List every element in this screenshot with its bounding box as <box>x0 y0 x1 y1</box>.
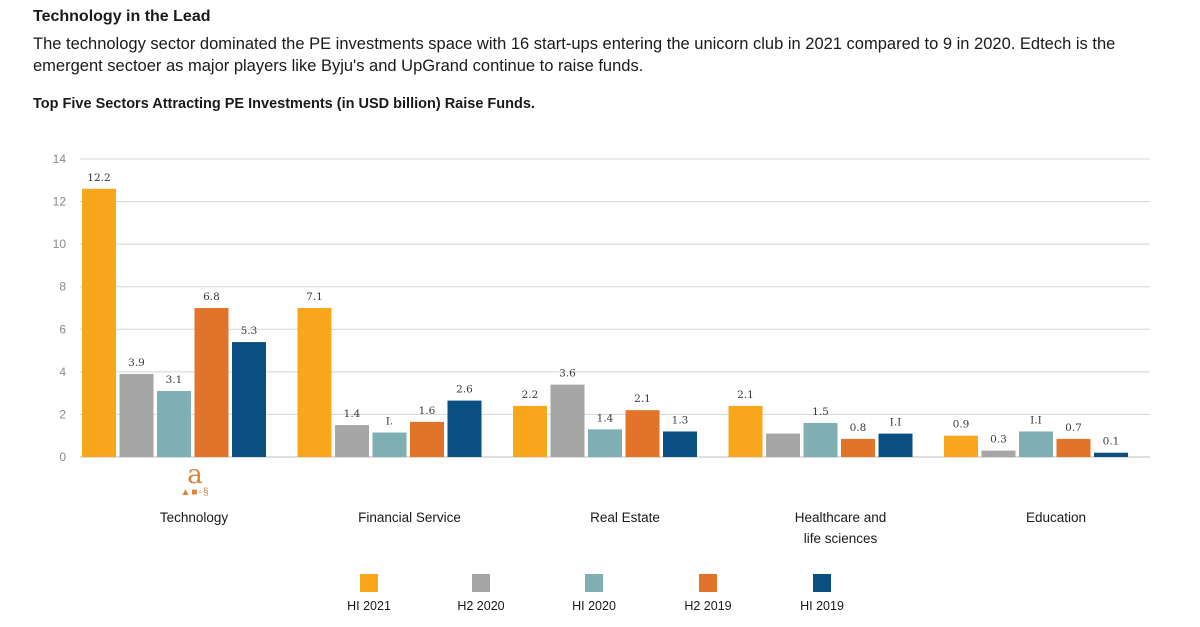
section-heading: Technology in the Lead <box>33 8 211 25</box>
data-label: 1.3 <box>672 414 689 426</box>
data-label: 6.8 <box>203 291 220 303</box>
data-label: 1.4 <box>344 408 361 420</box>
legend-label: HI 2020 <box>572 599 616 613</box>
legend-swatch <box>699 574 717 592</box>
y-tick-label: 0 <box>59 450 66 464</box>
legend-swatch <box>472 574 490 592</box>
bar <box>944 435 978 457</box>
bar <box>372 432 407 457</box>
bar <box>1056 438 1091 457</box>
bar <box>766 433 800 457</box>
bar <box>232 342 266 457</box>
bar <box>1094 452 1128 457</box>
legend-label: HI 2021 <box>347 599 391 613</box>
bar <box>297 308 332 457</box>
data-label: 1.4 <box>597 412 614 424</box>
legend-label: HI 2019 <box>800 599 844 613</box>
data-label: 12.2 <box>87 172 110 184</box>
data-label: 2.6 <box>456 384 473 396</box>
x-category-label: Education <box>1026 510 1086 525</box>
data-label: 7.1 <box>306 291 323 303</box>
bar <box>803 422 838 457</box>
bar <box>82 188 116 458</box>
data-label: 5.3 <box>241 325 258 337</box>
data-label: 1.5 <box>812 406 829 418</box>
y-tick-label: 6 <box>59 322 66 336</box>
chart-title: Top Five Sectors Attracting PE Investmen… <box>33 96 535 112</box>
x-category-label: Technology <box>160 510 229 525</box>
data-label: 0.8 <box>850 422 867 434</box>
bar <box>841 438 875 457</box>
bar <box>335 425 369 457</box>
data-label: 0.1 <box>1103 436 1120 448</box>
legend-swatch <box>813 574 831 592</box>
data-label: 3.9 <box>128 357 145 369</box>
y-tick-label: 14 <box>53 152 67 166</box>
data-label: 3.6 <box>559 368 576 380</box>
legend-swatch <box>360 574 378 592</box>
x-category-label: Financial Service <box>358 510 461 525</box>
bar <box>550 384 585 457</box>
data-label: I.I <box>890 417 902 429</box>
bar <box>513 405 547 457</box>
data-label: 0.3 <box>990 434 1007 446</box>
bar <box>1019 431 1053 457</box>
legend-label: H2 2020 <box>457 599 504 613</box>
data-label: 2.2 <box>522 389 539 401</box>
legend-swatch <box>585 574 603 592</box>
bar <box>157 391 191 457</box>
bar <box>410 421 444 457</box>
y-tick-label: 12 <box>53 195 67 209</box>
data-label: 0.9 <box>953 419 970 431</box>
y-tick-label: 10 <box>53 237 67 251</box>
intro-paragraph: The technology sector dominated the PE i… <box>33 35 1116 75</box>
bar <box>981 450 1016 457</box>
data-label: 1.6 <box>419 405 436 417</box>
data-label: 3.1 <box>166 374 183 386</box>
bar <box>447 400 482 457</box>
bar <box>625 410 660 457</box>
y-tick-label: 8 <box>59 280 66 294</box>
y-tick-label: 4 <box>59 365 66 379</box>
legend-label: H2 2019 <box>684 599 731 613</box>
bar <box>878 433 913 457</box>
data-label: 2.1 <box>634 393 651 405</box>
data-label: 0.7 <box>1065 422 1082 434</box>
data-label: I. <box>386 416 394 428</box>
data-label: 2.1 <box>737 389 754 401</box>
x-category-label: Real Estate <box>590 510 660 525</box>
bar <box>728 405 763 457</box>
bar <box>119 373 154 457</box>
x-category-label: life sciences <box>804 531 878 546</box>
y-tick-label: 2 <box>59 407 66 421</box>
bar <box>663 431 697 457</box>
x-category-label: Healthcare and <box>795 510 887 525</box>
bar <box>588 429 622 457</box>
data-label: I.I <box>1030 414 1042 426</box>
bar <box>194 308 229 457</box>
